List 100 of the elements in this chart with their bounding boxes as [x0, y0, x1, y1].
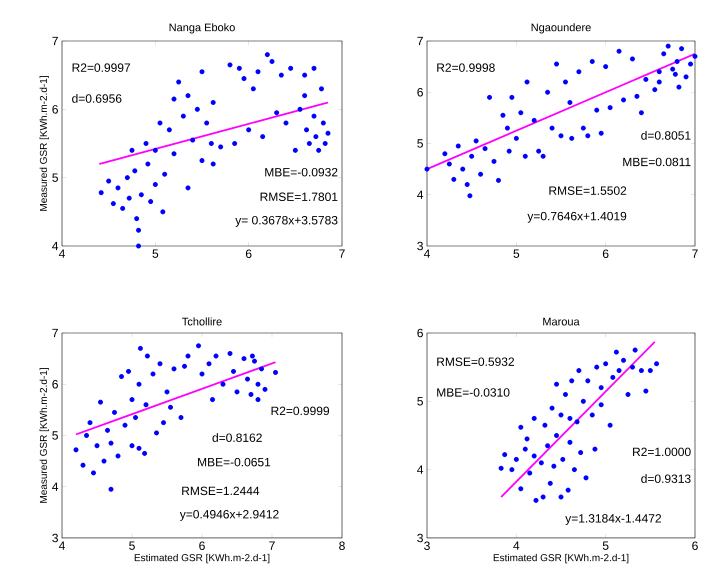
point	[514, 136, 519, 141]
point	[250, 354, 255, 359]
point	[532, 118, 537, 123]
y-tick-label: 5	[52, 431, 58, 440]
point	[524, 436, 530, 442]
annotation: y= 0.3678x+3.5783	[235, 216, 338, 227]
point	[569, 378, 574, 384]
point	[506, 148, 512, 154]
point	[621, 358, 626, 363]
x-axis-title: Estimated GSR [KWh.m-2.d-1]	[134, 554, 270, 564]
point	[172, 366, 177, 372]
point	[446, 161, 452, 166]
point	[538, 460, 544, 466]
point	[630, 364, 635, 370]
point	[670, 66, 676, 72]
point	[584, 475, 589, 480]
point	[112, 410, 118, 415]
point	[492, 158, 496, 164]
annotation: RMSE=1.2444	[182, 486, 260, 496]
point	[161, 420, 166, 426]
point	[210, 397, 216, 402]
point	[679, 46, 684, 52]
point	[126, 368, 132, 374]
point	[522, 446, 528, 452]
annotation: RMSE=0.5932	[437, 357, 514, 366]
x-tick-label: 4	[58, 250, 65, 258]
point	[574, 419, 580, 424]
point	[460, 166, 466, 172]
point	[133, 415, 138, 420]
point	[656, 69, 662, 74]
y-tick-label: 5	[417, 139, 423, 148]
annotation: R2=0.9997	[72, 63, 130, 72]
y-tick-label: 7	[417, 36, 423, 46]
point	[632, 348, 638, 353]
point	[518, 486, 524, 492]
point	[567, 440, 572, 445]
point	[130, 443, 135, 448]
x-tick-label: 3	[424, 542, 430, 550]
x-tick-label: 6	[246, 250, 252, 258]
point	[603, 64, 608, 70]
point	[252, 358, 258, 364]
point	[585, 133, 590, 138]
point	[80, 462, 86, 468]
point	[554, 62, 560, 67]
annotation: MBE=-0.0932	[265, 168, 338, 176]
point	[672, 72, 678, 77]
point	[509, 94, 514, 100]
point	[514, 456, 519, 462]
point	[150, 371, 156, 376]
point	[614, 350, 619, 355]
point	[638, 368, 644, 374]
point	[74, 447, 79, 452]
x-tick-label: 6	[602, 250, 608, 258]
point	[540, 494, 546, 500]
point	[214, 354, 219, 359]
point	[661, 51, 666, 56]
point	[469, 154, 474, 159]
point	[498, 466, 504, 471]
point	[554, 432, 560, 438]
point	[634, 94, 640, 99]
point	[84, 432, 90, 438]
point	[154, 430, 160, 436]
x-tick-label: 6	[199, 542, 205, 550]
point	[256, 382, 260, 387]
point	[554, 382, 560, 387]
point	[656, 79, 662, 84]
point	[467, 193, 472, 198]
point	[138, 346, 143, 351]
point	[88, 420, 93, 426]
point	[482, 146, 488, 152]
point	[545, 90, 550, 95]
point	[550, 406, 555, 411]
point	[142, 450, 148, 456]
chart-title: Nanga Eboko	[170, 23, 235, 34]
point	[692, 54, 698, 59]
point	[598, 402, 604, 408]
y-tick-label: 4	[52, 482, 58, 491]
y-tick-label: 4	[52, 242, 58, 250]
point	[451, 176, 456, 182]
point	[262, 386, 268, 392]
point	[119, 374, 124, 380]
point	[550, 126, 555, 131]
y-axis-title: Measured GSR [KWh.m-2.d-1]	[40, 76, 49, 211]
point	[569, 136, 574, 141]
point	[652, 87, 658, 92]
point	[676, 84, 682, 90]
point	[102, 458, 107, 464]
point	[545, 443, 550, 448]
x-tick-label: 4	[58, 542, 65, 550]
chart-title: Tchollire	[182, 317, 222, 326]
x-tick-label: 4	[424, 250, 430, 258]
point	[608, 105, 613, 110]
annotation: d=0.8162	[212, 433, 262, 442]
y-axis-title: Measured GSR [KWh.m-2.d-1]	[40, 368, 49, 503]
annotation: MBE=0.0811	[623, 158, 691, 166]
point	[592, 446, 598, 452]
point	[576, 368, 582, 374]
point	[144, 354, 150, 359]
point	[643, 388, 648, 394]
y-tick-label: 4	[417, 466, 424, 474]
